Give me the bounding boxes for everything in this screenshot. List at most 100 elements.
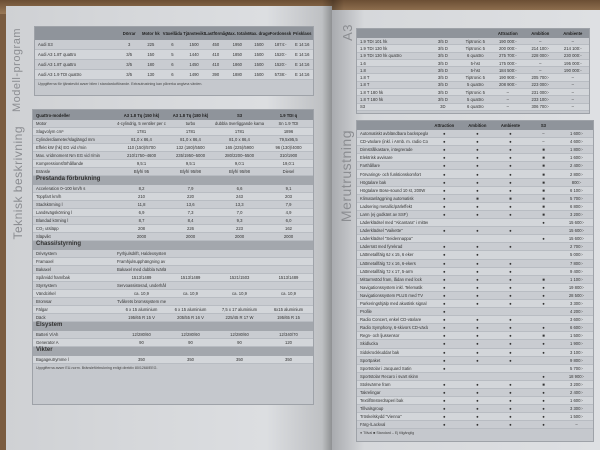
table-row: Larm (ej godkänt av SSF) ● ● ● ■ 3 200:- xyxy=(357,210,593,220)
table-cell: ● xyxy=(509,171,512,177)
table-header: Attraction Ambition Ambiente xyxy=(357,29,589,38)
table-row: Läderklädsel "Seidennappa" ● 15 600:- xyxy=(357,235,593,244)
table-row: Sidokrockkuddar bak ● ● ● ● 3 100:- xyxy=(357,348,593,357)
table-cell: Bagageutrymme l xyxy=(36,357,69,362)
table-row: Motor 4-cylindrig, 5 ventiler per cylinde… xyxy=(33,120,313,128)
table-cell: 350 xyxy=(187,357,194,362)
table-cell: ● xyxy=(443,284,446,290)
table-cell: ■ xyxy=(542,333,545,339)
table-row: Ladsering metallic/pärleffekt ● ● ● ■ 6 800:- xyxy=(357,202,593,211)
table-cell: 1850 xyxy=(232,52,242,57)
table-cell: 1.8 xyxy=(360,67,366,73)
table-cell: Prisklass xyxy=(293,31,312,36)
table-cell: 9,3 xyxy=(236,218,243,223)
table-cell: 9 800:- xyxy=(569,357,584,363)
table-cell: Tiptronic 5 xyxy=(465,75,486,81)
table-cell: 9,5:1 xyxy=(136,161,147,166)
table-cell: ● xyxy=(509,244,512,250)
table-cell: 3/5 xyxy=(126,72,133,77)
table-cell: 1.9 TDI 130 hk xyxy=(360,45,388,51)
table-cell: 205/55 R 16 V xyxy=(177,315,204,320)
table-cell: Max. vridmoment Nm EG vid r/min xyxy=(36,153,100,158)
table-cell: ● xyxy=(476,333,479,339)
table-cell: 1950 xyxy=(232,42,242,47)
table-cell: 6 x 15 aluminium xyxy=(125,307,158,312)
table-cell: 120 xyxy=(285,340,292,345)
table-cell: Läderklädsel "Vaikette" xyxy=(360,228,403,234)
table-cell: ● xyxy=(443,292,446,298)
table-cell: 6 quattro xyxy=(467,104,484,110)
table-row: Färg-/Lackval ● ● ● ● – xyxy=(357,421,593,430)
table-row: Högtalare Bose-sound 10 st, 200W ● ● ● ■ 6 10… xyxy=(357,186,593,195)
table-row: 1.9 TDI 130 hk quattro 3/5 D 6 quattro 275 … xyxy=(357,52,589,60)
table-row: Effekt kW (hk) EG vid r/min 110 (150)/570… xyxy=(33,144,313,152)
table-cell: ● xyxy=(443,357,446,363)
table-cell: 2 700:- xyxy=(569,244,584,250)
table-cell: Tiptronic 5 xyxy=(465,89,486,95)
table-cell: 2000 xyxy=(185,234,196,239)
table-cell: ● xyxy=(542,398,545,404)
table-cell: CO₂ utsläpp xyxy=(36,226,59,231)
table-cell: Högtalare Bose-sound 10 st, 200W xyxy=(360,187,426,193)
table-cell: – xyxy=(571,38,574,44)
table-cell: Attraction xyxy=(434,123,455,128)
table-row: Generator A 90 90 90 120 xyxy=(33,339,313,347)
table-cell: ● xyxy=(443,268,446,274)
table-cell: 81,0 x 86,4 xyxy=(229,137,250,142)
table-cell: 9 400:- xyxy=(569,268,584,274)
table-cell: Ambiente xyxy=(500,123,520,128)
table-cell: 90 xyxy=(188,340,193,345)
table-cell: ● xyxy=(509,155,512,161)
table-cell: 1513/1489 xyxy=(278,275,299,280)
table-cell: Blandad körning l xyxy=(36,218,69,223)
table-cell: Bränsle xyxy=(36,169,51,174)
table-cell: E 14:16 xyxy=(294,52,310,57)
table-cell: ● xyxy=(542,341,545,347)
table-cell: 3/5 D xyxy=(437,60,448,66)
table-row: Bagageutrymme l 350 350 350 350 xyxy=(33,356,313,364)
table-cell: ca. 10,9 xyxy=(183,291,198,296)
table-cell: ● xyxy=(443,381,446,387)
table-row: Skidlucka ● ● ● ● 1 900:- xyxy=(357,340,593,349)
table-cell: 1500 xyxy=(254,52,264,57)
table-cell: 7 800:- xyxy=(569,260,584,266)
table-cell: 8,7 xyxy=(138,218,145,223)
table-cell: ● xyxy=(443,422,446,428)
table-cell: ● xyxy=(443,341,446,347)
table-cell: 3 600:- xyxy=(569,317,584,323)
table-cell: ● xyxy=(476,171,479,177)
table-row: Cylinderdiameter/slaglängd mm 81,0 x 86,4… xyxy=(33,136,313,144)
table-cell: Elektrisk avvisare xyxy=(360,155,393,161)
table-cell: ■ xyxy=(542,179,545,185)
table-cell: 1 500:- xyxy=(569,414,584,420)
table-cell: 3 200:- xyxy=(569,381,584,387)
table-cell: Ambiente xyxy=(563,31,583,36)
table-cell: Slagvolym cm³ xyxy=(36,129,64,134)
table-cell: 175 000:- xyxy=(498,60,517,66)
table-cell: 3D xyxy=(440,104,446,110)
table-row: Blandad körning l 8,7 8,4 9,3 6,0 xyxy=(33,217,313,225)
table-cell: ● xyxy=(476,187,479,193)
table-cell: 1.9 TDI 101 hk xyxy=(360,38,388,44)
table-cell: Fordonsskatt xyxy=(269,31,292,36)
table-row: Bromsar Tvåkrets bromssystem med diagonal… xyxy=(33,298,313,306)
table-cell: 9,5:1 xyxy=(185,161,196,166)
extras-table: Attraction Ambition Ambiente S3 Automatiskt … xyxy=(356,120,594,442)
table-cell: ● xyxy=(509,268,512,274)
table-cell: ● xyxy=(443,276,446,282)
table-cell: ■ xyxy=(542,203,545,209)
table-cell: Diesel xyxy=(282,169,295,174)
table-cell: Textilfönsterdraperi bak xyxy=(360,398,404,404)
table-cell: 5 xyxy=(171,52,174,57)
table-cell: 5 700:- xyxy=(569,365,584,371)
table-cell: ● xyxy=(443,365,446,371)
table-cell: 2 800:- xyxy=(569,171,584,177)
table-cell: – xyxy=(506,104,509,110)
table-cell: ● xyxy=(509,390,512,396)
table-cell: ■ xyxy=(476,195,479,201)
table-cell: ■ xyxy=(542,171,545,177)
table-cell: ● xyxy=(542,236,545,242)
table-cell: – xyxy=(506,89,509,95)
table-cell: Sportpaket xyxy=(360,357,381,363)
table-cell: – xyxy=(571,104,574,110)
